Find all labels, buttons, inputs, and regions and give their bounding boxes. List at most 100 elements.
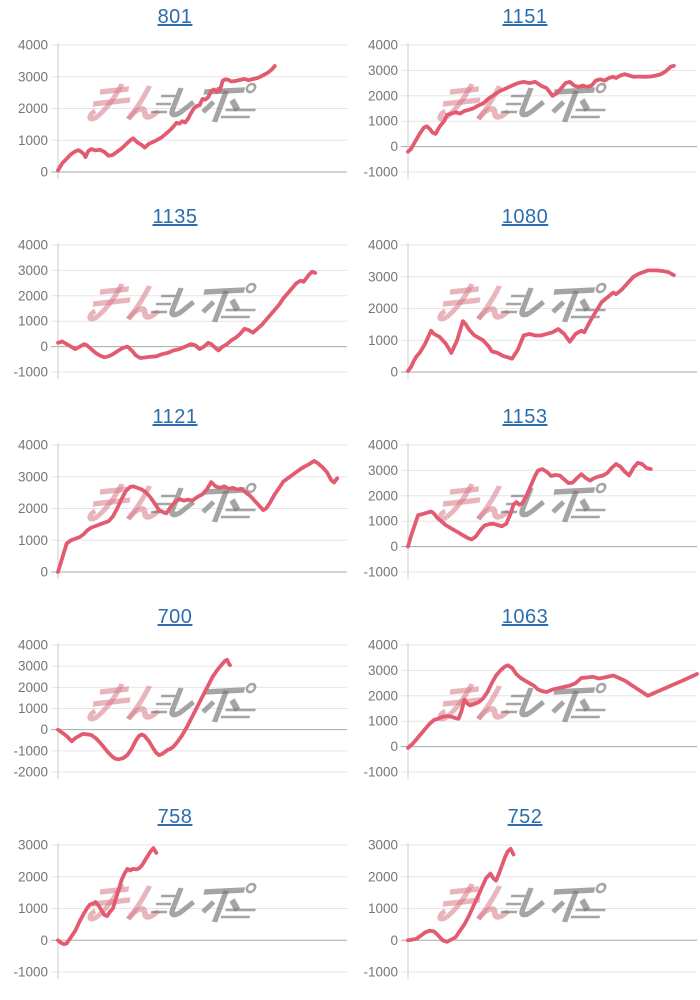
y-tick-label: 1000: [18, 701, 48, 716]
y-tick-label: 4000: [368, 638, 398, 653]
series-line: [406, 460, 653, 549]
watermark-speed-lines: [500, 294, 606, 319]
y-tick-label: 0: [390, 139, 398, 154]
series-line: [56, 657, 232, 762]
chart-title: 1121: [0, 406, 350, 429]
y-tick-label: 3000: [18, 659, 48, 674]
y-tick-label: 2000: [18, 101, 48, 116]
machine-number-link[interactable]: 1063: [501, 606, 549, 628]
y-tick-label: 2000: [18, 288, 48, 303]
watermark-min-pink: [87, 683, 161, 722]
y-grid: 4000 3000 2000 1000 0 -1000: [363, 638, 697, 780]
y-tick-label: 3000: [18, 69, 48, 84]
machine-number-link[interactable]: 1080: [501, 206, 549, 228]
y-tick-label: -1000: [13, 743, 48, 758]
y-tick-label: -1000: [363, 765, 398, 780]
y-tick-label: 2000: [18, 869, 48, 884]
y-tick-label: 0: [390, 933, 398, 948]
y-tick-label: 2000: [18, 501, 48, 516]
watermark-speed-lines: [500, 94, 606, 119]
y-tick-label: -1000: [13, 965, 48, 980]
y-tick-label: 3000: [368, 463, 398, 478]
y-tick-label: -1000: [363, 965, 398, 980]
y-tick-label: 4000: [18, 438, 48, 453]
chart-cell: 801 4000 3000 2000 1000 0: [0, 0, 350, 200]
y-tick-label: 3000: [18, 838, 48, 853]
y-tick-label: 1000: [18, 901, 48, 916]
machine-number-link[interactable]: 801: [157, 6, 193, 28]
minrepo-watermark-logo: [437, 282, 607, 323]
watermark-speed-lines: [150, 694, 256, 719]
watermark-repo-gray: [519, 882, 607, 923]
y-grid: 4000 3000 2000 1000 0: [18, 438, 347, 580]
y-tick-label: -1000: [13, 365, 48, 380]
series-line: [406, 268, 676, 373]
series-line: [56, 459, 340, 574]
y-grid: 4000 3000 2000 1000 0 -1000 -2000: [13, 638, 347, 780]
machine-number-link[interactable]: 1135: [152, 206, 198, 228]
watermark-repo-gray: [169, 282, 257, 323]
machine-number-link[interactable]: 1151: [502, 6, 548, 28]
watermark-repo-gray: [519, 682, 607, 723]
slump-chart: 3000 2000 1000 0 -1000: [13, 838, 347, 980]
watermark-min-pink: [437, 83, 511, 122]
slump-chart: 4000 3000 2000 1000 0: [368, 238, 697, 380]
slump-chart: 4000 3000 2000 1000 0: [18, 438, 347, 580]
y-tick-label: 2000: [368, 869, 398, 884]
y-tick-label: 0: [40, 565, 48, 580]
chart-cell: 752 3000 2000 1000 0 -1000: [350, 800, 700, 1000]
y-tick-label: 1000: [368, 901, 398, 916]
chart-cell: 1121 4000 3000 2000 1000 0: [0, 400, 350, 600]
y-tick-label: 1000: [368, 714, 398, 729]
y-tick-label: 4000: [18, 238, 48, 253]
y-tick-label: 4000: [368, 438, 398, 453]
slump-chart: 4000 3000 2000 1000 0: [18, 38, 347, 180]
y-tick-label: 1000: [18, 533, 48, 548]
slump-chart: 4000 3000 2000 1000 0 -1000: [13, 238, 347, 380]
y-grid: 4000 3000 2000 1000 0 -1000: [363, 38, 697, 180]
watermark-repo-gray: [169, 682, 257, 723]
y-tick-label: 3000: [18, 263, 48, 278]
y-tick-label: 0: [390, 539, 398, 554]
y-tick-label: 2000: [368, 301, 398, 316]
y-tick-label: 1000: [18, 133, 48, 148]
y-grid: 4000 3000 2000 1000 0 -1000: [13, 238, 347, 380]
minrepo-watermark-logo: [87, 82, 257, 123]
y-tick-label: 0: [390, 739, 398, 754]
y-tick-label: 1000: [368, 114, 398, 129]
slump-chart: 4000 3000 2000 1000 0 -1000: [363, 38, 697, 180]
y-grid: 4000 3000 2000 1000 0: [18, 38, 347, 180]
y-tick-label: 2000: [368, 688, 398, 703]
chart-title: 1080: [350, 206, 700, 229]
y-tick-label: 0: [40, 722, 48, 737]
y-tick-label: -1000: [363, 565, 398, 580]
chart-title: 1063: [350, 606, 700, 629]
y-tick-label: 3000: [18, 469, 48, 484]
machine-number-link[interactable]: 1153: [502, 406, 548, 428]
chart-cell: 758 3000 2000 1000 0 -1000: [0, 800, 350, 1000]
minrepo-watermark-logo: [87, 282, 257, 323]
series-line: [56, 846, 159, 946]
y-tick-label: 4000: [18, 38, 48, 53]
machine-number-link[interactable]: 700: [157, 606, 193, 628]
chart-title: 758: [0, 806, 350, 829]
machine-number-link[interactable]: 752: [507, 806, 543, 828]
series-line: [406, 846, 516, 944]
watermark-speed-lines: [150, 494, 256, 519]
series-line: [56, 269, 318, 360]
series-line: [406, 663, 699, 750]
y-tick-label: 1000: [18, 314, 48, 329]
watermark-repo-gray: [519, 82, 607, 123]
series-line: [56, 64, 277, 173]
watermark-repo-gray: [169, 882, 257, 923]
chart-title: 700: [0, 606, 350, 629]
watermark-speed-lines: [150, 894, 256, 919]
watermark-speed-lines: [500, 694, 606, 719]
machine-number-link[interactable]: 758: [157, 806, 193, 828]
y-tick-label: 2000: [368, 88, 398, 103]
chart-title: 1153: [350, 406, 700, 429]
watermark-speed-lines: [150, 94, 256, 119]
machine-number-link[interactable]: 1121: [152, 406, 198, 428]
y-tick-label: 3000: [368, 63, 398, 78]
